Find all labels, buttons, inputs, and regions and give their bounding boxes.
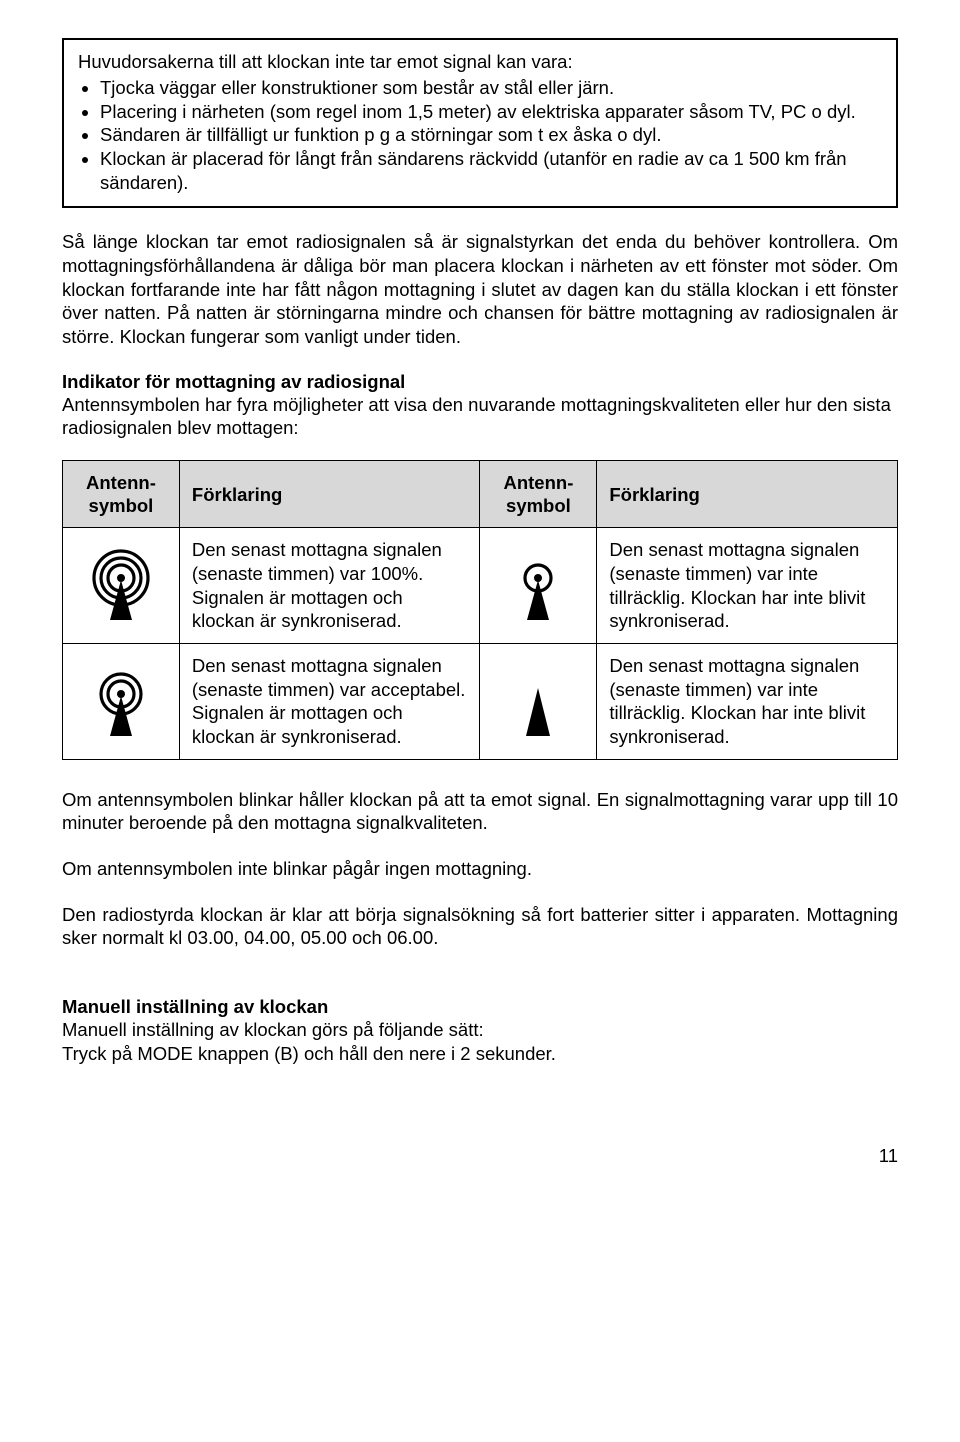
antenna-table: Antenn- symbol Förklaring Antenn- symbol… bbox=[62, 460, 898, 760]
antenna-2-arcs-icon bbox=[90, 660, 152, 738]
list-item: Klockan är placerad för långt från sända… bbox=[100, 147, 882, 194]
table-row: Den senast mottagna signalen (senaste ti… bbox=[63, 528, 898, 644]
page-number: 11 bbox=[62, 1145, 898, 1167]
manual-line-2: Tryck på MODE knappen (B) och håll den n… bbox=[62, 1042, 898, 1066]
paragraph-signal: Så länge klockan tar emot radiosignalen … bbox=[62, 230, 898, 348]
antenna-symbol-cell bbox=[480, 644, 597, 760]
indicator-body: Antennsymbolen har fyra möjligheter att … bbox=[62, 393, 898, 440]
th-antenn-symbol-2: Antenn- symbol bbox=[480, 461, 597, 528]
manual-line-1: Manuell inställning av klockan görs på f… bbox=[62, 1018, 898, 1042]
forklaring-cell: Den senast mottagna signalen (senaste ti… bbox=[597, 528, 898, 644]
antenna-symbol-cell bbox=[480, 528, 597, 644]
manual-section: Manuell inställning av klockan Manuell i… bbox=[62, 996, 898, 1065]
indicator-heading: Indikator för mottagning av radiosignal bbox=[62, 371, 898, 393]
antenna-3-arcs-icon bbox=[90, 544, 152, 622]
antenna-0-arcs-icon bbox=[507, 660, 569, 738]
list-item: Tjocka väggar eller konstruktioner som b… bbox=[100, 76, 882, 100]
list-item: Sändaren är tillfälligt ur funktion p g … bbox=[100, 123, 882, 147]
paragraph-noblink: Om antennsymbolen inte blinkar pågår ing… bbox=[62, 857, 898, 881]
forklaring-cell: Den senast mottagna signalen (senaste ti… bbox=[597, 644, 898, 760]
indicator-section: Indikator för mottagning av radiosignal … bbox=[62, 371, 898, 440]
antenna-symbol-cell bbox=[63, 528, 180, 644]
manual-heading: Manuell inställning av klockan bbox=[62, 996, 898, 1018]
table-row: Den senast mottagna signalen (senaste ti… bbox=[63, 644, 898, 760]
th-forklaring-2: Förklaring bbox=[597, 461, 898, 528]
causes-list: Tjocka väggar eller konstruktioner som b… bbox=[78, 76, 882, 194]
paragraph-blink: Om antennsymbolen blinkar håller klockan… bbox=[62, 788, 898, 835]
causes-title: Huvudorsakerna till att klockan inte tar… bbox=[78, 50, 882, 74]
list-item: Placering i närheten (som regel inom 1,5… bbox=[100, 100, 882, 124]
antenna-1-arc-icon bbox=[507, 544, 569, 622]
page: Huvudorsakerna till att klockan inte tar… bbox=[0, 0, 960, 1197]
paragraph-ready: Den radiostyrda klockan är klar att börj… bbox=[62, 903, 898, 950]
antenna-symbol-cell bbox=[63, 644, 180, 760]
forklaring-cell: Den senast mottagna signalen (senaste ti… bbox=[179, 644, 480, 760]
table-header-row: Antenn- symbol Förklaring Antenn- symbol… bbox=[63, 461, 898, 528]
th-forklaring-1: Förklaring bbox=[179, 461, 480, 528]
th-antenn-symbol-1: Antenn- symbol bbox=[63, 461, 180, 528]
causes-box: Huvudorsakerna till att klockan inte tar… bbox=[62, 38, 898, 208]
forklaring-cell: Den senast mottagna signalen (senaste ti… bbox=[179, 528, 480, 644]
